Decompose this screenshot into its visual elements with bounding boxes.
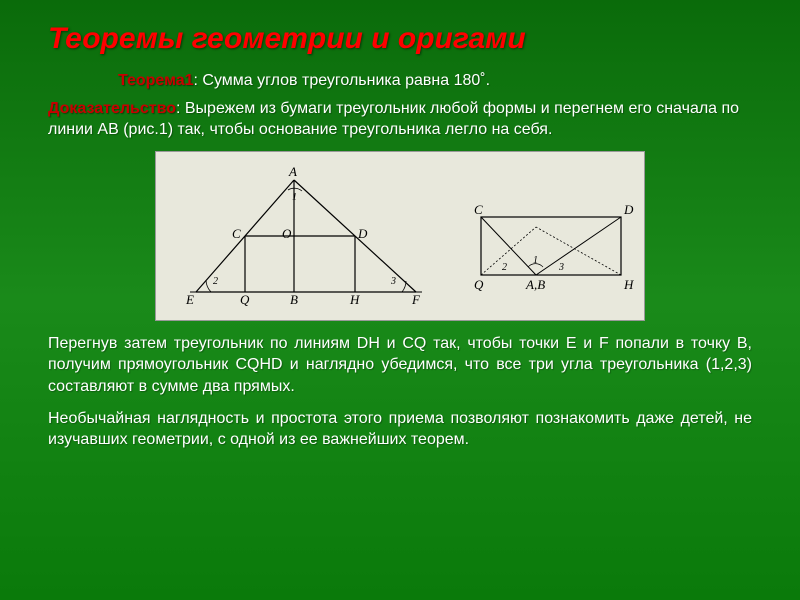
- label-A: A: [289, 164, 297, 180]
- label-3: 3: [391, 276, 396, 287]
- label-D: D: [358, 226, 367, 242]
- theorem-label: Теорема1: [118, 72, 194, 89]
- label-1b: 1: [533, 255, 538, 266]
- theorem-line: Теорема1: Сумма углов треугольника равна…: [118, 70, 752, 92]
- label-D2: D: [624, 202, 633, 218]
- paragraph-2: Необычайная наглядность и простота этого…: [48, 408, 752, 451]
- label-AB: A,B: [526, 277, 545, 293]
- theorem-text: : Сумма углов треугольника равна 180˚.: [194, 72, 491, 89]
- slide-title: Теоремы геометрии и оригами: [48, 22, 752, 56]
- label-3b: 3: [559, 262, 564, 273]
- label-Q: Q: [240, 292, 249, 308]
- label-C2: C: [474, 202, 483, 218]
- label-H2: H: [624, 277, 633, 293]
- label-2: 2: [213, 276, 218, 287]
- label-1: 1: [292, 192, 297, 203]
- label-C: C: [232, 226, 241, 242]
- proof-label: Доказательство: [48, 100, 176, 117]
- label-H: H: [350, 292, 359, 308]
- label-B: B: [290, 292, 298, 308]
- label-Q2: Q: [474, 277, 483, 293]
- label-O: O: [282, 226, 291, 242]
- label-2b: 2: [502, 262, 507, 273]
- figure-box: A C O D E Q B H F 1 2 3 C D Q H A,B 1 2 …: [155, 151, 645, 321]
- paragraph-1: Перегнув затем треугольник по линиям DH …: [48, 333, 752, 398]
- label-F: F: [412, 292, 420, 308]
- label-E: E: [186, 292, 194, 308]
- rectangle-figure: [471, 207, 631, 297]
- triangle-figure: [176, 162, 436, 312]
- proof-line: Доказательство: Вырежем из бумаги треуго…: [48, 98, 752, 141]
